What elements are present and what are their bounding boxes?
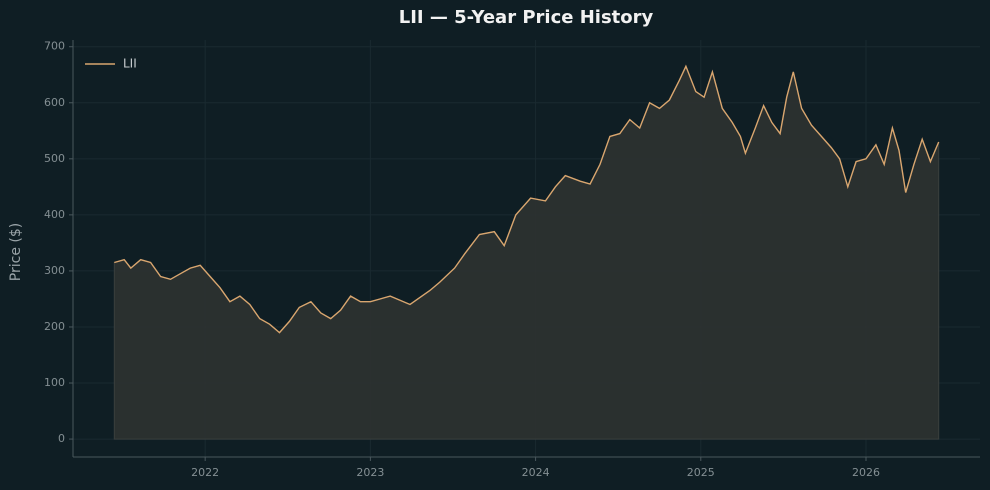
x-tick-label: 2025 bbox=[687, 466, 715, 479]
x-tick-label: 2022 bbox=[191, 466, 219, 479]
y-axis-label: Price ($) bbox=[8, 223, 24, 281]
y-tick-label: 100 bbox=[44, 376, 65, 389]
y-tick-label: 600 bbox=[44, 96, 65, 109]
chart-title: LII — 5-Year Price History bbox=[399, 7, 654, 28]
y-tick-label: 500 bbox=[44, 152, 65, 165]
y-tick-label: 0 bbox=[58, 432, 65, 445]
x-tick-label: 2026 bbox=[852, 466, 880, 479]
y-tick-label: 300 bbox=[44, 264, 65, 277]
y-tick-label: 700 bbox=[44, 40, 65, 53]
price-line bbox=[114, 64, 940, 334]
y-tick-label: 400 bbox=[44, 208, 65, 221]
legend-label: LII bbox=[123, 57, 137, 71]
x-tick-label: 2024 bbox=[522, 466, 550, 479]
y-tick-label: 200 bbox=[44, 320, 65, 333]
x-tick-label: 2023 bbox=[356, 466, 384, 479]
